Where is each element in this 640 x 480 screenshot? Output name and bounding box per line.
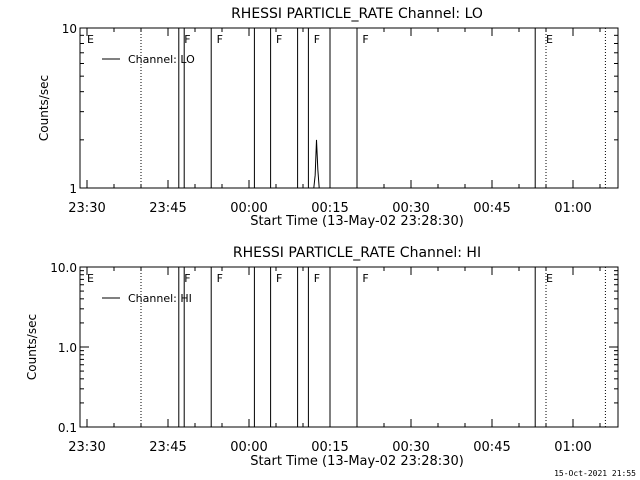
x-tick-label: 00:30 (392, 201, 429, 216)
flag-label: F (314, 272, 320, 285)
footer-timestamp: 15-Oct-2021 21:55 (554, 469, 636, 478)
flag-label: E (87, 33, 94, 46)
chart-title: RHESSI PARTICLE_RATE Channel: LO (231, 6, 483, 22)
x-tick-label: 00:45 (473, 201, 510, 216)
plot-frame (79, 266, 619, 428)
x-axis-label: Start Time (13-May-02 23:28:30) (250, 454, 464, 469)
y-tick-label: 1 (69, 182, 77, 196)
legend-label: Channel: LO (128, 53, 195, 66)
y-tick-label: 1.0 (58, 341, 77, 355)
plot-frame (79, 27, 619, 189)
x-tick-label: 00:45 (473, 440, 510, 455)
x-tick-label: 01:00 (554, 440, 591, 455)
flag-label: E (87, 272, 94, 285)
panel-hi-channel: RHESSI PARTICLE_RATE Channel: HI Counts/s… (25, 245, 619, 469)
flag-label: F (362, 272, 368, 285)
x-tick-label: 23:30 (68, 201, 105, 216)
flag-label: F (362, 33, 368, 46)
y-tick-label: 10.0 (50, 261, 77, 275)
x-tick-label: 00:15 (311, 440, 348, 455)
flag-label: F (184, 272, 190, 285)
x-tick-label: 00:30 (392, 440, 429, 455)
y-tick-label: 0.1 (58, 421, 77, 435)
flag-label: E (546, 33, 553, 46)
x-axis-label: Start Time (13-May-02 23:28:30) (250, 214, 464, 229)
x-tick-label: 23:45 (149, 201, 186, 216)
panel-lo-channel: RHESSI PARTICLE_RATE Channel: LO Counts/s… (37, 6, 619, 229)
y-axis-label: Counts/sec (37, 75, 51, 141)
x-tick-label: 23:45 (149, 440, 186, 455)
flag-label: F (184, 33, 190, 46)
flag-label: F (217, 33, 223, 46)
y-tick-label: 10 (62, 22, 77, 36)
x-tick-label: 00:00 (230, 201, 267, 216)
flag-label: F (314, 33, 320, 46)
x-tick-label: 23:30 (68, 440, 105, 455)
flag-label: F (217, 272, 223, 285)
x-tick-label: 01:00 (554, 201, 591, 216)
flag-label: F (276, 33, 282, 46)
y-axis-label: Counts/sec (25, 314, 39, 380)
flag-label: E (546, 272, 553, 285)
chart-title: RHESSI PARTICLE_RATE Channel: HI (233, 245, 481, 261)
flag-label: F (276, 272, 282, 285)
series-line (313, 139, 320, 189)
legend-label: Channel: HI (128, 292, 192, 305)
x-tick-label: 00:00 (230, 440, 267, 455)
x-tick-label: 00:15 (311, 201, 348, 216)
